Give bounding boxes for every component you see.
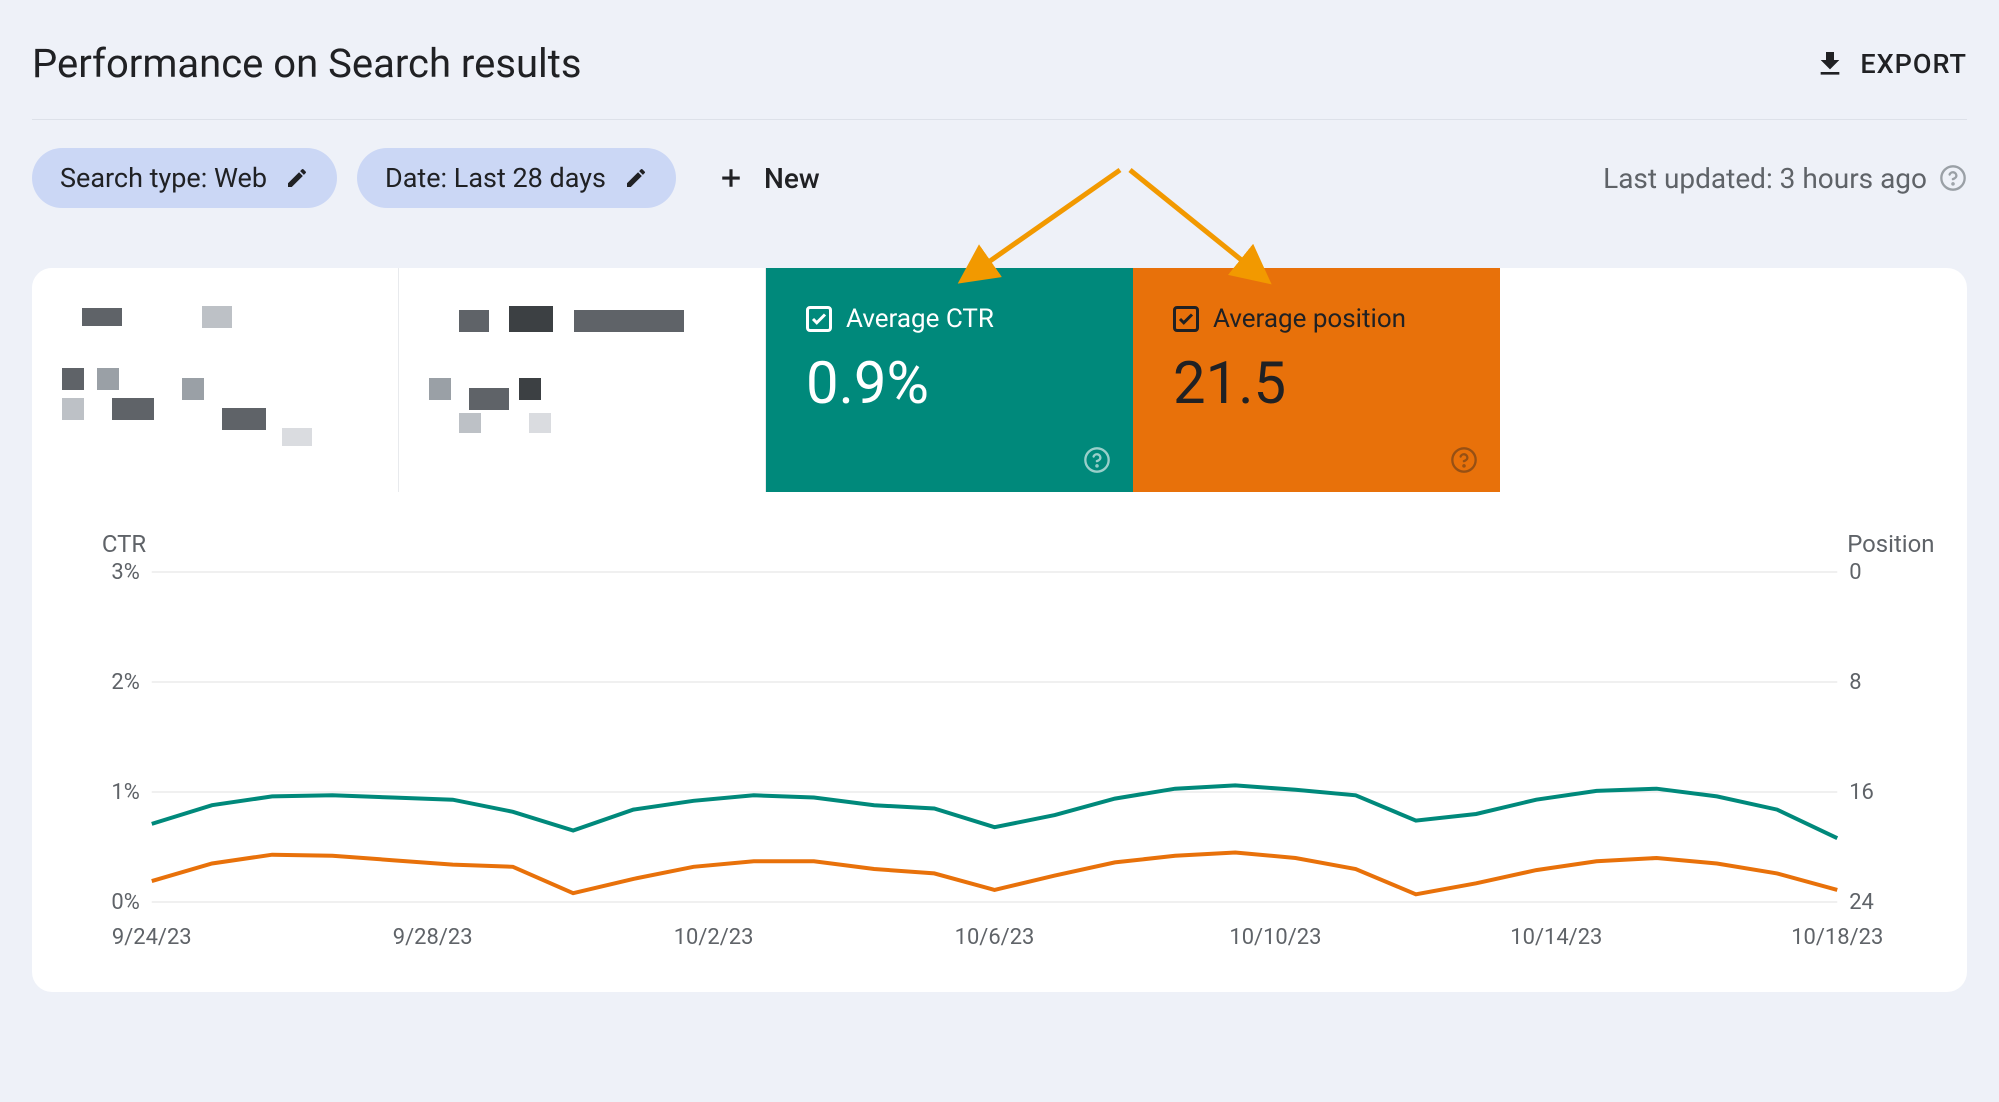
svg-text:24: 24 — [1849, 890, 1874, 915]
svg-text:9/24/23: 9/24/23 — [112, 925, 192, 950]
help-icon[interactable] — [1939, 164, 1967, 192]
plus-icon — [716, 163, 746, 193]
svg-text:0%: 0% — [111, 890, 139, 915]
page-title: Performance on Search results — [32, 40, 581, 87]
performance-card: Average CTR 0.9% Average position 21.5 C… — [32, 268, 1967, 992]
svg-text:2%: 2% — [111, 670, 139, 695]
svg-text:10/10/23: 10/10/23 — [1229, 925, 1321, 950]
filter-date-label: Date: Last 28 days — [385, 162, 606, 194]
svg-text:10/2/23: 10/2/23 — [674, 925, 754, 950]
redacted-content — [62, 298, 378, 462]
export-button[interactable]: EXPORT — [1814, 48, 1967, 80]
filter-chip-date[interactable]: Date: Last 28 days — [357, 148, 676, 208]
edit-icon — [624, 166, 648, 190]
checkbox-icon — [1173, 306, 1199, 332]
svg-text:16: 16 — [1849, 780, 1874, 805]
filters-row: Search type: Web Date: Last 28 days New … — [32, 120, 1967, 268]
svg-text:0: 0 — [1849, 560, 1861, 585]
help-icon[interactable] — [1083, 446, 1111, 474]
svg-text:9/28/23: 9/28/23 — [393, 925, 473, 950]
last-updated: Last updated: 3 hours ago — [1603, 162, 1967, 195]
metric-ctr[interactable]: Average CTR 0.9% — [766, 268, 1133, 492]
export-label: EXPORT — [1860, 48, 1967, 80]
metric-ctr-label: Average CTR — [846, 304, 994, 334]
add-filter-button[interactable]: New — [696, 162, 840, 195]
metrics-row: Average CTR 0.9% Average position 21.5 — [32, 268, 1967, 492]
metric-position[interactable]: Average position 21.5 — [1133, 268, 1500, 492]
metric-position-value: 21.5 — [1173, 350, 1460, 418]
help-icon[interactable] — [1450, 446, 1478, 474]
metric-position-label: Average position — [1213, 304, 1406, 334]
last-updated-text: Last updated: 3 hours ago — [1603, 162, 1927, 195]
metric-ctr-value: 0.9% — [806, 350, 1093, 418]
filter-search-type-label: Search type: Web — [60, 162, 267, 194]
svg-text:CTR: CTR — [102, 532, 146, 558]
header: Performance on Search results EXPORT — [32, 20, 1967, 120]
checkbox-icon — [806, 306, 832, 332]
svg-text:8: 8 — [1849, 670, 1861, 695]
redacted-content — [429, 298, 745, 462]
metric-redacted-2[interactable] — [399, 268, 766, 492]
svg-text:3%: 3% — [111, 560, 139, 585]
download-icon — [1814, 48, 1846, 80]
svg-text:10/14/23: 10/14/23 — [1510, 925, 1602, 950]
svg-text:10/6/23: 10/6/23 — [955, 925, 1035, 950]
performance-chart-svg: CTR Position 3% 0 2% 8 1% 16 0% 24 9/24/23 9/28/23 1… — [62, 532, 1937, 962]
edit-icon — [285, 166, 309, 190]
add-filter-label: New — [764, 162, 820, 195]
metric-position-label-row: Average position — [1173, 304, 1460, 334]
metric-ctr-label-row: Average CTR — [806, 304, 1093, 334]
svg-text:1%: 1% — [111, 780, 139, 805]
svg-text:Position: Position — [1847, 532, 1934, 558]
metric-redacted-1[interactable] — [32, 268, 399, 492]
filter-chip-search-type[interactable]: Search type: Web — [32, 148, 337, 208]
chart: CTR Position 3% 0 2% 8 1% 16 0% 24 9/24/23 9/28/23 1… — [32, 492, 1967, 992]
svg-text:10/18/23: 10/18/23 — [1791, 925, 1883, 950]
